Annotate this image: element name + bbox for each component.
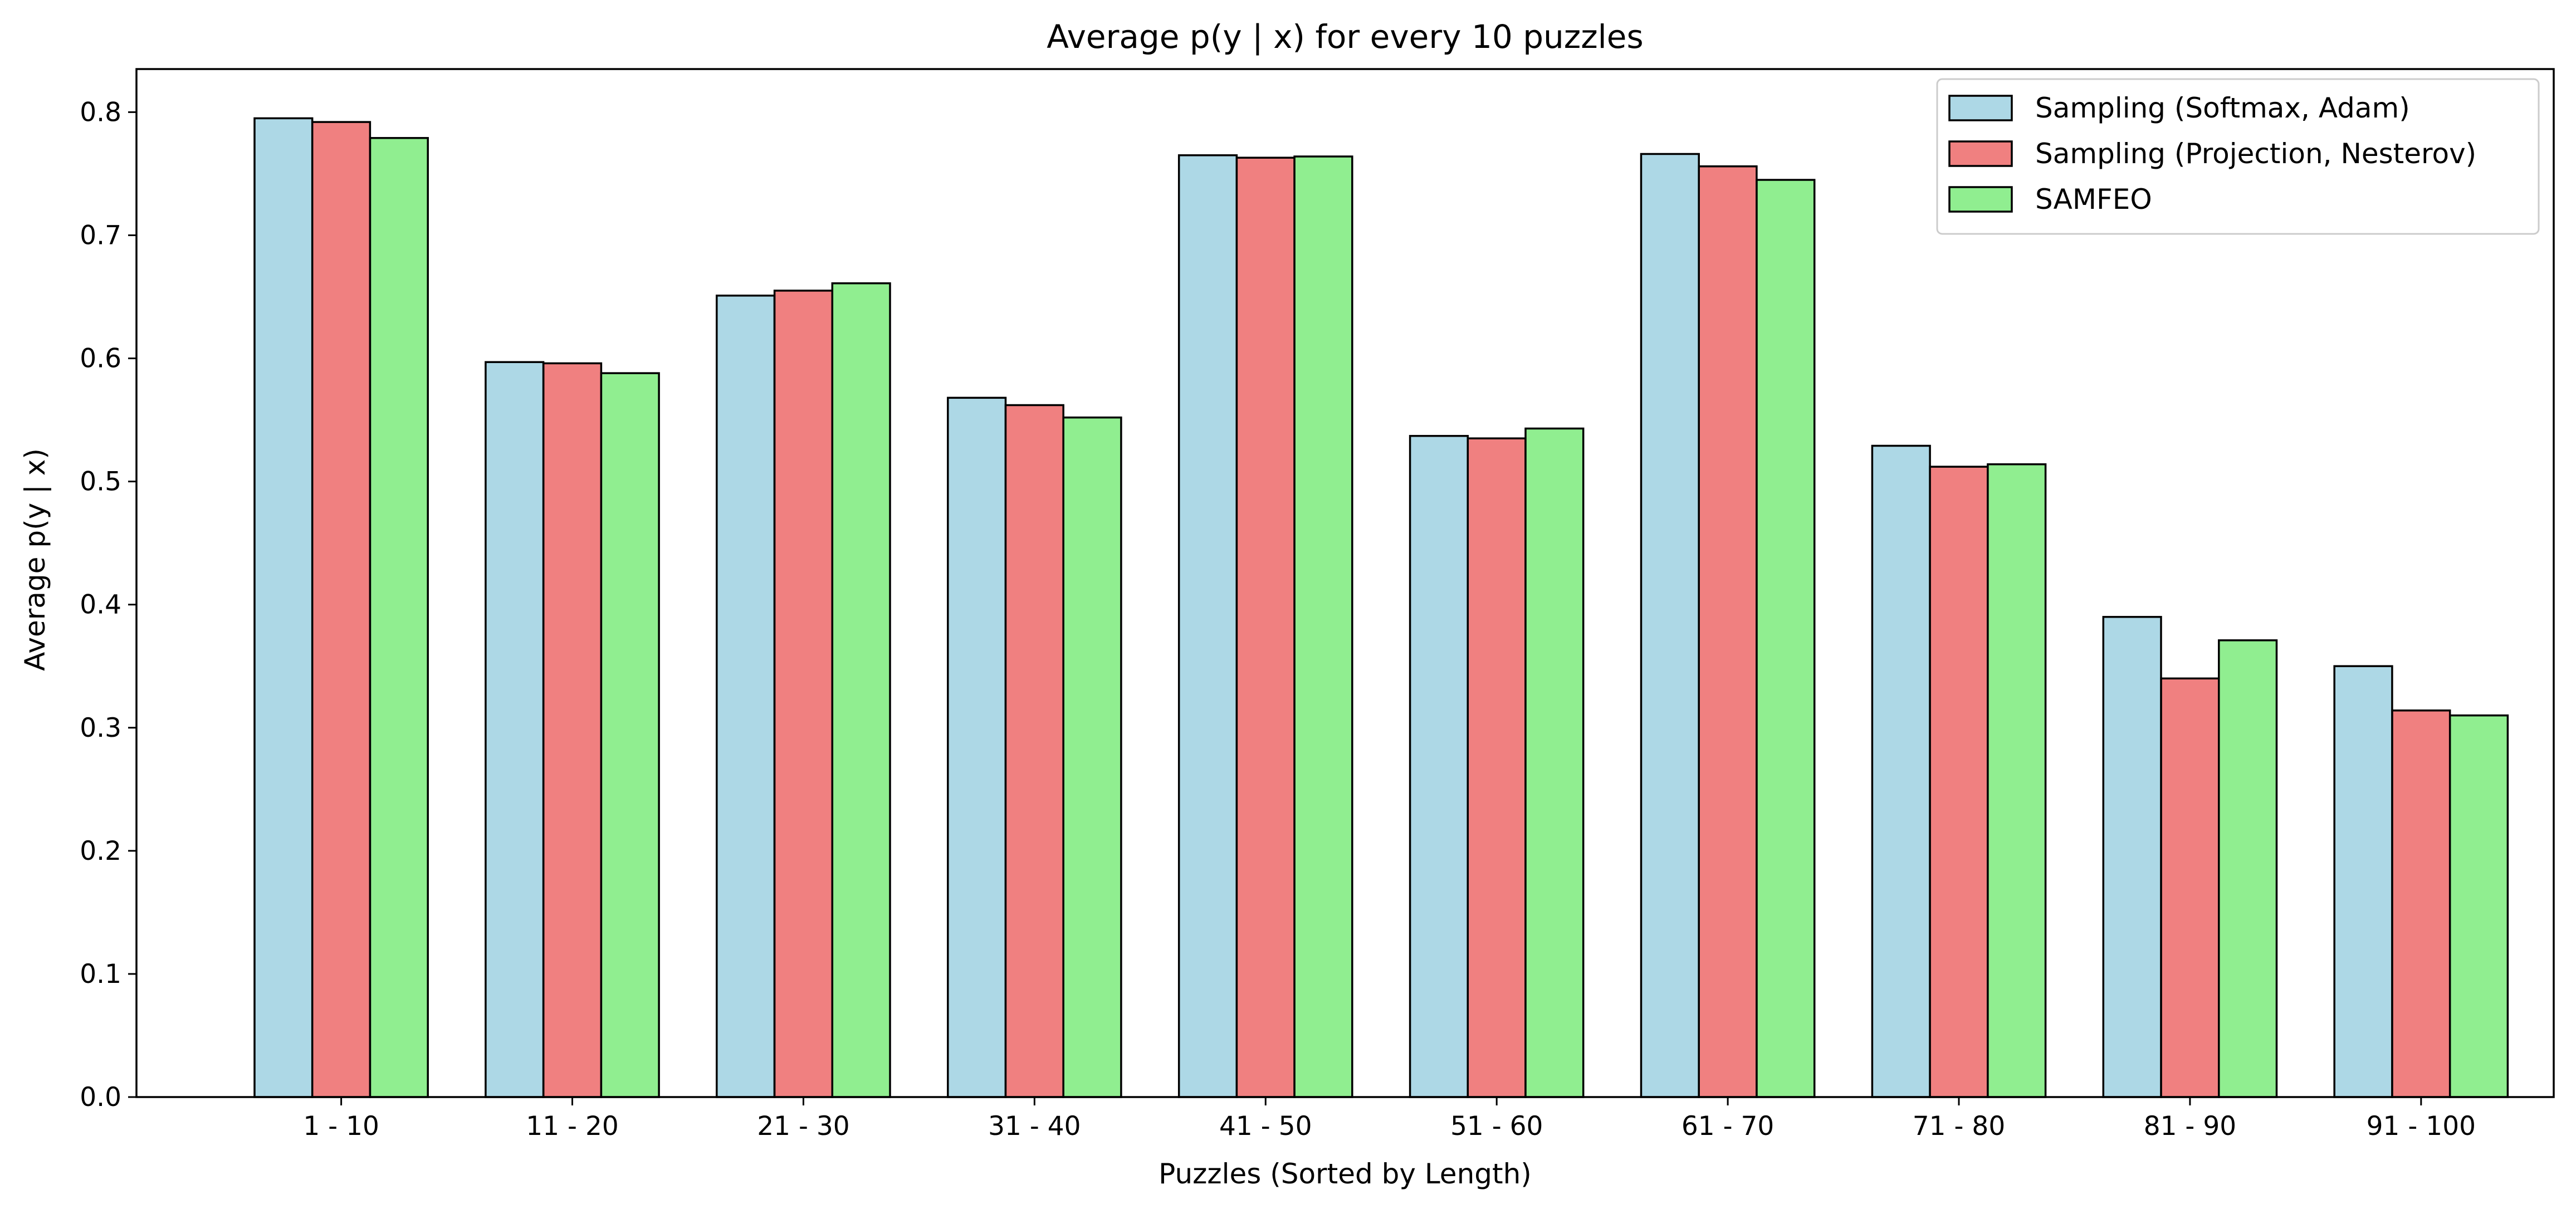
bar-3-8 xyxy=(1987,463,2047,1098)
y-tick-label: 0.1 xyxy=(80,959,121,990)
chart-title: Average p(y | x) for every 10 puzzles xyxy=(1047,18,1643,56)
bar-1-10 xyxy=(2333,665,2393,1098)
y-axis-label: Average p(y | x) xyxy=(19,448,51,671)
bar-1-7 xyxy=(1640,153,1700,1098)
y-tick-label: 0.0 xyxy=(80,1082,121,1113)
plot-frame xyxy=(135,68,2555,1098)
legend-box xyxy=(1936,78,2540,235)
x-tick-label: 1 - 10 xyxy=(303,1111,379,1142)
legend: Sampling (Softmax, Adam) Sampling (Projec… xyxy=(1936,78,2540,235)
bar-3-1 xyxy=(369,137,429,1098)
bar-2-10 xyxy=(2391,709,2451,1098)
bar-3-9 xyxy=(2218,639,2278,1098)
y-tick-label: 0.7 xyxy=(80,220,121,251)
y-tick-label: 0.2 xyxy=(80,836,121,867)
x-tick-label: 31 - 40 xyxy=(988,1111,1081,1142)
bar-1-3 xyxy=(716,295,776,1098)
y-tick-label: 0.3 xyxy=(80,713,121,743)
legend-swatch-1 xyxy=(1948,95,2013,121)
bar-3-5 xyxy=(1293,155,1353,1098)
bar-2-5 xyxy=(1235,156,1296,1098)
y-tick-label: 0.6 xyxy=(80,344,121,374)
bar-1-6 xyxy=(1409,435,1469,1098)
legend-label-3: SAMFEO xyxy=(2035,183,2152,216)
x-axis-label: Puzzles (Sorted by Length) xyxy=(1159,1158,1532,1190)
bar-1-9 xyxy=(2102,616,2162,1098)
bar-3-2 xyxy=(600,372,660,1098)
bar-3-7 xyxy=(1756,179,1816,1098)
y-tick-label: 0.4 xyxy=(80,590,121,620)
bar-2-6 xyxy=(1467,437,1527,1098)
x-tick-label: 91 - 100 xyxy=(2367,1111,2476,1142)
x-tick-label: 51 - 60 xyxy=(1450,1111,1543,1142)
bar-2-1 xyxy=(311,121,372,1098)
x-tick-label: 61 - 70 xyxy=(1682,1111,1774,1142)
bar-1-4 xyxy=(947,396,1007,1098)
x-tick-label: 71 - 80 xyxy=(1913,1111,2005,1142)
bar-1-8 xyxy=(1871,444,1931,1098)
x-axis: 1 - 10 11 - 20 21 - 30 31 - 40 41 - 50 51 - 6… xyxy=(303,1097,2476,1142)
legend-label-2: Sampling (Projection, Nesterov) xyxy=(2035,138,2476,170)
legend-label-1: Sampling (Softmax, Adam) xyxy=(2035,92,2410,124)
bar-2-7 xyxy=(1698,165,1758,1098)
y-tick-label: 0.5 xyxy=(80,467,121,497)
legend-swatch-3 xyxy=(1948,186,2013,213)
bar-2-2 xyxy=(542,362,603,1098)
bar-2-9 xyxy=(2160,677,2220,1098)
x-tick-label: 81 - 90 xyxy=(2144,1111,2236,1142)
bar-2-4 xyxy=(1004,404,1064,1098)
bars-group xyxy=(253,117,2509,1098)
bar-3-6 xyxy=(1524,427,1585,1098)
bar-2-8 xyxy=(1929,466,1989,1098)
x-tick-label: 21 - 30 xyxy=(757,1111,849,1142)
y-axis: 0.0 0.1 0.2 0.3 0.4 0.5 0.6 0.7 0.8 xyxy=(80,97,136,1113)
bar-3-10 xyxy=(2448,714,2509,1098)
x-tick-label: 11 - 20 xyxy=(526,1111,618,1142)
legend-swatch-2 xyxy=(1948,140,2013,167)
bar-3-4 xyxy=(1062,416,1122,1098)
bar-2-3 xyxy=(773,290,834,1098)
bar-3-3 xyxy=(831,282,891,1098)
x-tick-label: 41 - 50 xyxy=(1219,1111,1312,1142)
bar-1-1 xyxy=(253,117,314,1098)
y-tick-label: 0.8 xyxy=(80,97,121,128)
bar-1-5 xyxy=(1177,154,1238,1098)
bar-1-2 xyxy=(485,361,545,1098)
